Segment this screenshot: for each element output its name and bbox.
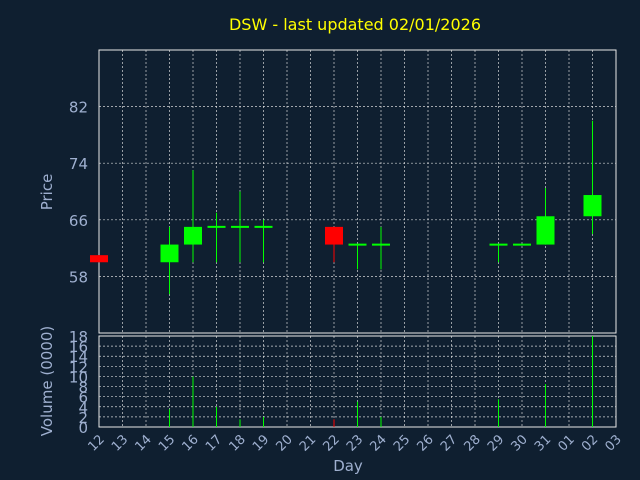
volume-tick-label: 0 [78, 419, 88, 437]
candle-body [536, 216, 555, 245]
x-tick-label: 19 [250, 432, 272, 454]
x-tick-label: 23 [344, 432, 366, 454]
x-axis-label: Day [333, 457, 363, 475]
x-tick-label: 21 [297, 432, 319, 454]
candle-body [160, 244, 179, 263]
x-tick-label: 01 [556, 432, 578, 454]
candle-body [583, 195, 602, 217]
price-frame [98, 49, 617, 334]
x-tick-label: 13 [109, 432, 131, 454]
volume-tick-label: 12 [69, 358, 88, 376]
chart-title: DSW - last updated 02/01/2026 [229, 15, 481, 34]
x-tick-label: 26 [415, 432, 437, 454]
volume-tick-label: 10 [69, 368, 88, 386]
candle-body [90, 255, 108, 263]
x-tick-label: 31 [532, 432, 554, 454]
candle-body [325, 226, 343, 245]
x-tick-label: 29 [485, 432, 507, 454]
price-axis-label: Price [38, 174, 56, 211]
volume-tick-label: 18 [69, 328, 88, 346]
price-panel: 58 66 74 82 [69, 49, 617, 334]
x-tick-label: 18 [227, 432, 249, 454]
volume-tick-label: 8 [78, 379, 88, 397]
volume-axis-label: Volume (0000) [38, 326, 56, 436]
volume-tick-label: 6 [78, 389, 88, 407]
candle-body [184, 226, 202, 245]
x-tick-label: 15 [156, 432, 178, 454]
price-tick-label: 82 [69, 99, 88, 117]
volume-tick-label: 14 [69, 348, 88, 366]
x-tick-label: 30 [509, 432, 531, 454]
x-tick-label: 22 [321, 432, 343, 454]
x-tick-label: 27 [438, 432, 460, 454]
x-tick-label: 24 [368, 432, 390, 454]
x-tick-label: 17 [203, 432, 225, 454]
x-tick-label: 16 [180, 432, 202, 454]
volume-tick-label: 2 [78, 409, 88, 427]
x-tick-labels: 12 13 14 15 16 17 18 19 20 21 22 23 24 25 26 27 28 29 30 31… [86, 432, 625, 454]
volume-tick-label: 16 [69, 338, 88, 356]
x-tick-label: 28 [462, 432, 484, 454]
volume-tick-label: 4 [78, 399, 88, 417]
x-tick-label: 03 [603, 432, 625, 454]
x-tick-label: 20 [274, 432, 296, 454]
x-tick-label: 25 [391, 432, 413, 454]
x-tick-label: 12 [86, 432, 108, 454]
price-tick-label: 74 [69, 155, 88, 173]
price-tick-label: 58 [69, 268, 88, 286]
x-tick-label: 02 [579, 432, 601, 454]
price-tick-label: 66 [69, 212, 88, 230]
x-tick-label: 14 [133, 432, 155, 454]
